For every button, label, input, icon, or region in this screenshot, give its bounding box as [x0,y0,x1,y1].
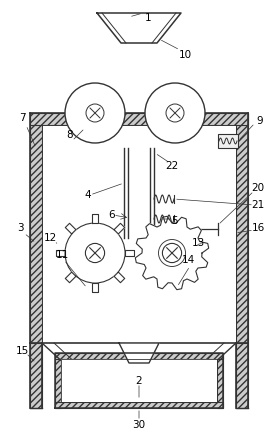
Text: 16: 16 [251,223,264,233]
Circle shape [145,83,205,143]
Text: 15: 15 [15,346,29,356]
Text: 22: 22 [165,161,179,171]
Text: 30: 30 [133,420,146,430]
Polygon shape [125,250,134,256]
Text: 11: 11 [55,250,69,260]
Circle shape [166,104,184,122]
Polygon shape [119,343,159,363]
Circle shape [158,240,186,267]
Text: 6: 6 [109,210,115,220]
Circle shape [65,223,125,283]
Polygon shape [92,214,98,223]
Text: 13: 13 [191,238,205,248]
Bar [236,113,248,343]
Text: 1: 1 [145,13,151,23]
Polygon shape [65,272,76,283]
Text: 2: 2 [136,376,142,386]
Text: 9: 9 [257,116,263,126]
Bar [236,343,248,408]
Bar [55,402,223,408]
Polygon shape [65,223,76,234]
Bar [55,353,61,408]
Text: 14: 14 [181,255,195,265]
Bar [30,113,42,343]
Bar [218,134,238,148]
Text: 5: 5 [171,216,177,226]
Text: 4: 4 [85,190,91,200]
Text: 10: 10 [179,50,192,60]
Bar [55,353,223,359]
Polygon shape [135,216,209,290]
Bar [30,113,248,125]
Circle shape [85,243,105,263]
Polygon shape [114,223,125,234]
Text: 21: 21 [251,200,264,210]
Bar [61,359,217,402]
Circle shape [65,83,125,143]
Circle shape [162,243,182,263]
Text: 8: 8 [67,130,73,140]
Text: 12: 12 [43,233,57,243]
Bar [42,125,236,343]
Bar [30,343,42,408]
Text: 3: 3 [17,223,23,233]
Text: 7: 7 [19,113,25,123]
Polygon shape [97,13,181,43]
Text: 20: 20 [251,183,264,193]
Polygon shape [56,250,65,256]
Polygon shape [92,283,98,292]
Bar [217,353,223,408]
Circle shape [86,104,104,122]
Polygon shape [114,272,125,283]
